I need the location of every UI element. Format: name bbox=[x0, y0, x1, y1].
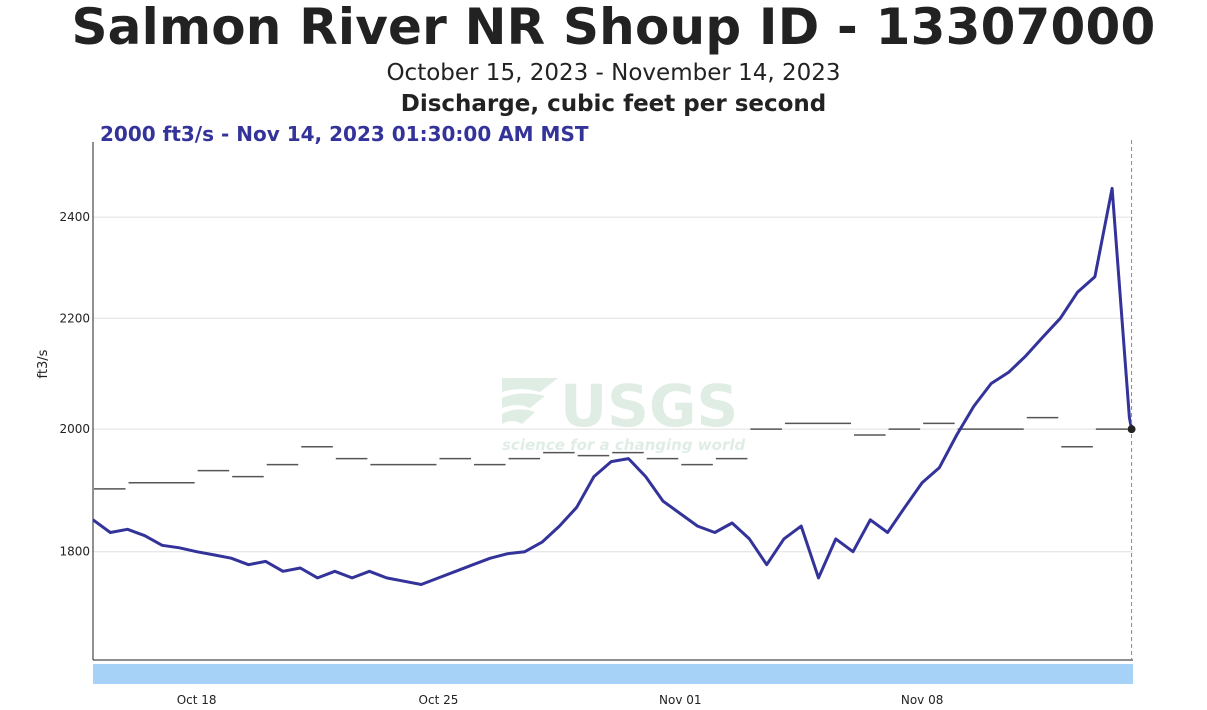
y-axis-label: ft3/s bbox=[36, 349, 51, 378]
chart-title: Salmon River NR Shoup ID - 13307000 bbox=[71, 0, 1156, 56]
y-tick-label: 2200 bbox=[59, 311, 90, 325]
y-tick-label: 1800 bbox=[59, 545, 90, 559]
x-tick-label: Nov 01 bbox=[659, 693, 702, 707]
cursor-readout: 2000 ft3/s - Nov 14, 2023 01:30:00 AM MS… bbox=[100, 122, 589, 146]
time-range-brush[interactable] bbox=[93, 664, 1133, 684]
date-range: October 15, 2023 - November 14, 2023 bbox=[386, 60, 841, 86]
usgs-tagline: science for a changing world bbox=[502, 436, 745, 454]
x-tick-label: Nov 08 bbox=[901, 693, 944, 707]
usgs-watermark: USGS science for a changing world bbox=[502, 372, 745, 454]
usgs-logo-waves bbox=[502, 378, 558, 424]
median-series bbox=[94, 416, 1132, 490]
cursor-point bbox=[1127, 425, 1136, 434]
statistic-label: Discharge, cubic feet per second bbox=[400, 91, 827, 117]
x-tick-labels: Oct 18 Oct 25 Nov 01 Nov 08 bbox=[177, 693, 944, 707]
y-tick-labels: 1800 2000 2200 2400 bbox=[59, 210, 90, 559]
y-tick-label: 2000 bbox=[59, 422, 90, 436]
x-tick-label: Oct 25 bbox=[419, 693, 459, 707]
discharge-line bbox=[92, 186, 1134, 586]
usgs-logo-text: USGS bbox=[560, 372, 738, 440]
y-tick-label: 2400 bbox=[59, 210, 90, 224]
x-tick-label: Oct 18 bbox=[177, 693, 217, 707]
